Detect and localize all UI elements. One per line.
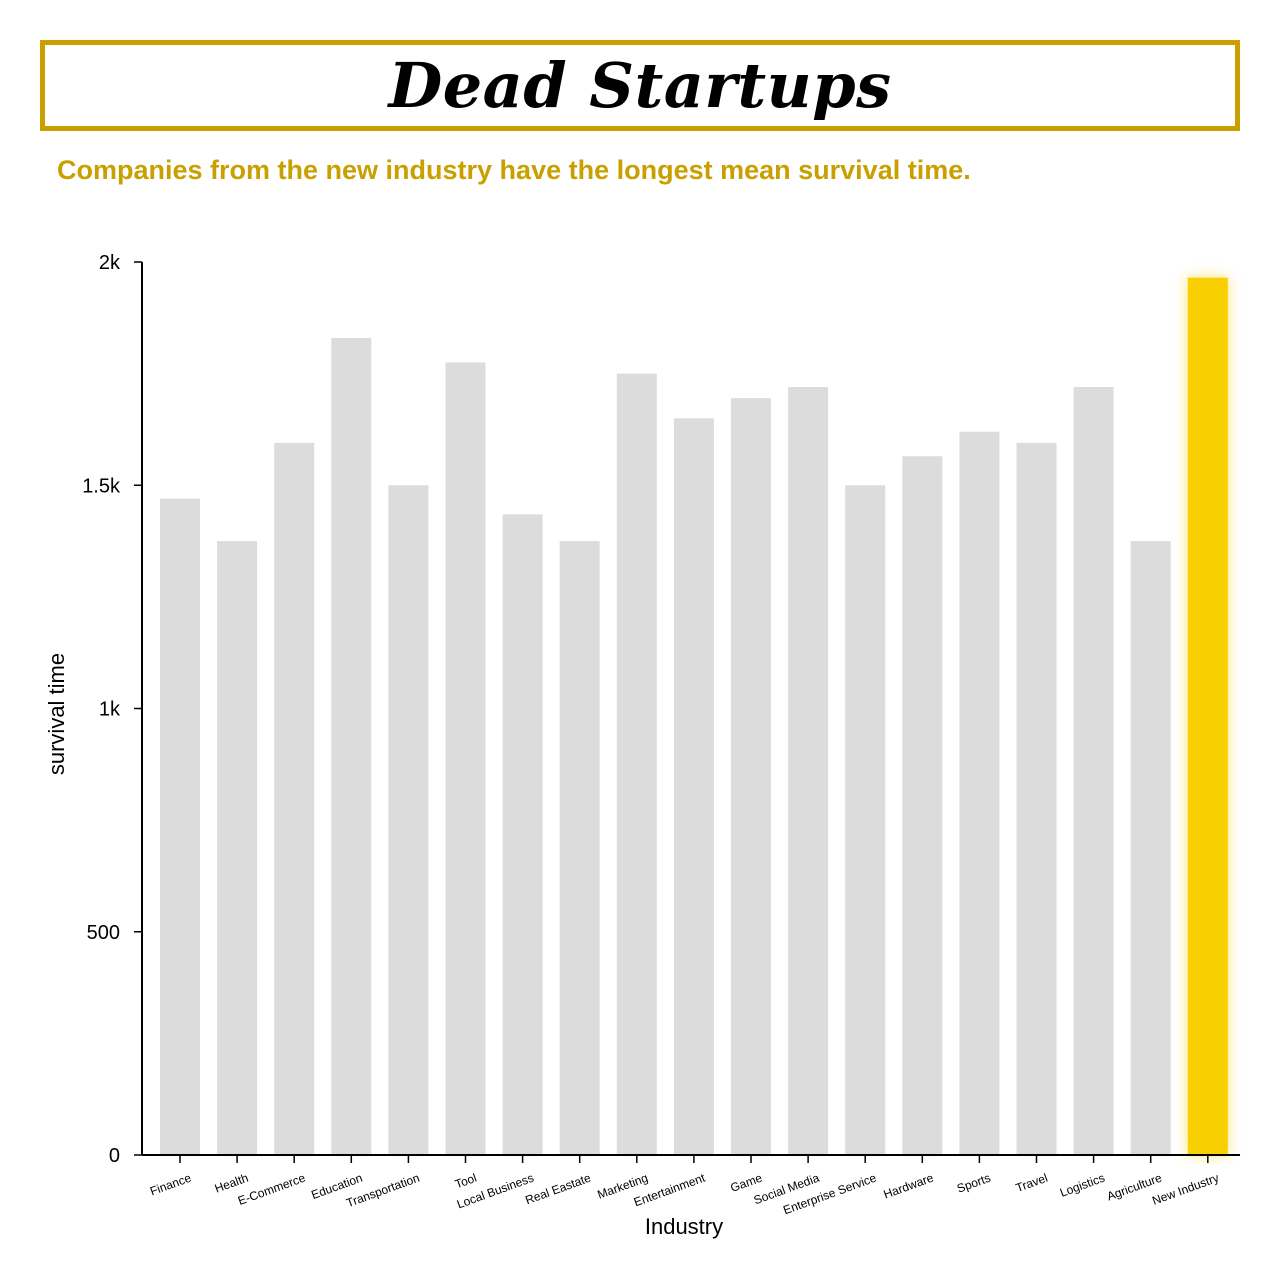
x-tick-label-travel: Travel xyxy=(1014,1171,1050,1195)
bar-transportation xyxy=(388,485,429,1155)
bar-agriculture xyxy=(1130,541,1171,1155)
y-axis-label: survival time xyxy=(44,653,69,775)
y-tick-label: 500 xyxy=(87,922,120,944)
title-box: Dead Startups xyxy=(40,40,1240,131)
x-tick-label-real-eastate: Real Eastate xyxy=(523,1171,593,1208)
y-tick-label: 1.5k xyxy=(82,475,121,497)
bar-enterprise-service xyxy=(845,485,886,1155)
bar-game xyxy=(731,398,771,1155)
y-tick-label: 0 xyxy=(109,1145,120,1167)
x-tick-label-sports: Sports xyxy=(955,1171,992,1196)
y-tick-label: 2k xyxy=(99,252,121,274)
bar-real-eastate xyxy=(559,541,600,1155)
x-tick-label-hardware: Hardware xyxy=(882,1171,936,1202)
bars-group xyxy=(160,277,1228,1155)
bar-local-business xyxy=(502,514,543,1155)
page-title: Dead Startups xyxy=(388,49,892,122)
bar-entertainment xyxy=(673,418,714,1155)
bar-e-commerce xyxy=(274,442,315,1155)
bar-new-industry xyxy=(1187,277,1228,1155)
bar-finance xyxy=(160,498,200,1155)
bar-hardware xyxy=(902,456,943,1155)
bar-travel xyxy=(1016,442,1057,1155)
bar-sports xyxy=(959,431,1000,1155)
bar-logistics xyxy=(1073,387,1114,1155)
y-tick-label: 1k xyxy=(99,699,121,721)
bar-social-media xyxy=(788,387,829,1155)
x-tick-label-finance: Finance xyxy=(148,1171,193,1199)
bar-health xyxy=(217,541,258,1155)
x-axis-label: Industry xyxy=(645,1214,723,1239)
bar-education xyxy=(331,337,372,1155)
bar-marketing xyxy=(616,373,657,1155)
bar-tool xyxy=(445,362,486,1155)
x-tick-label-logistics: Logistics xyxy=(1058,1171,1107,1200)
chart-subtitle: Companies from the new industry have the… xyxy=(57,155,971,185)
x-tick-label-tool: Tool xyxy=(453,1171,478,1192)
